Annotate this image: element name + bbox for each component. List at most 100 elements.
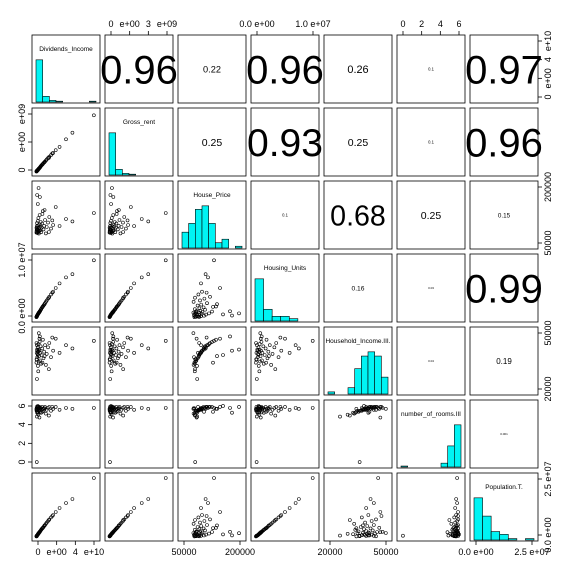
scatter-point	[92, 339, 96, 343]
scatter-point	[44, 411, 48, 416]
scatter-point	[193, 518, 197, 522]
scatter-point	[365, 524, 370, 528]
variable-label: Population.T.	[485, 484, 523, 491]
variable-label: Housing_Units	[264, 265, 307, 272]
scatter-point	[202, 296, 207, 301]
scatter-point	[43, 343, 47, 347]
scatter-point	[274, 341, 279, 345]
correlation-label: 0.19	[496, 357, 512, 366]
scatter-point	[139, 501, 144, 505]
scatter-point	[44, 363, 48, 367]
scatter-point	[258, 407, 263, 411]
histogram-bar	[128, 173, 136, 176]
histogram-bar	[215, 242, 223, 249]
scatter-point	[113, 353, 118, 357]
scatter-point	[139, 217, 144, 221]
scatter-point	[377, 525, 382, 530]
panel-frame	[31, 34, 101, 104]
scatter-point	[283, 336, 287, 341]
axis-tick-label: 6	[456, 19, 461, 29]
scatter-point	[258, 331, 263, 335]
scatter-point	[198, 520, 202, 525]
scatter-point	[109, 404, 113, 408]
scatter-point	[221, 353, 225, 357]
axis-tick-label: 2	[419, 19, 424, 29]
scatter-point	[230, 313, 234, 318]
scatter-point	[379, 405, 384, 409]
scatter-point	[125, 290, 130, 295]
scatter-point	[129, 336, 133, 341]
histogram-bar	[263, 308, 273, 322]
panel-frame	[177, 399, 247, 469]
scatter-point	[267, 523, 271, 528]
scatter-point	[38, 334, 42, 339]
scatter-point	[113, 230, 118, 234]
scatter-point	[456, 523, 460, 527]
panel-frame	[31, 472, 101, 542]
scatter-point	[41, 227, 46, 232]
scatter-point	[380, 406, 385, 410]
scatter-point	[254, 357, 259, 362]
scatter-point	[34, 169, 39, 174]
scatter-point	[50, 514, 55, 518]
scatter-point	[218, 336, 222, 341]
scatter-point	[194, 336, 199, 341]
scatter-point	[57, 408, 62, 412]
scatter-point	[92, 258, 96, 263]
histogram-bar	[181, 231, 189, 249]
scatter-point	[372, 501, 376, 505]
scatter-point	[139, 275, 144, 280]
scatter-point	[362, 408, 366, 412]
scatter-point	[348, 518, 352, 522]
scatter-point	[256, 353, 261, 357]
correlation-label: 0.97	[465, 48, 543, 92]
scatter-point	[366, 407, 371, 411]
scatter-point	[193, 533, 197, 538]
scatter-point	[273, 367, 278, 371]
scatter-point	[287, 351, 292, 355]
scatter-point	[42, 349, 46, 354]
scatter-point	[64, 501, 68, 505]
scatter-point	[378, 405, 383, 409]
scatter-point	[193, 295, 197, 300]
scatter-point	[310, 339, 315, 343]
correlation-label: 0.16	[351, 285, 364, 292]
scatter-point	[218, 405, 222, 409]
scatter-point	[146, 272, 151, 276]
panel-frame	[31, 253, 101, 323]
histogram-bar	[188, 223, 196, 249]
histogram-bar	[208, 223, 216, 249]
scatter-point	[34, 315, 39, 319]
variable-label: House_Price	[193, 192, 231, 199]
scatter-point	[110, 331, 115, 335]
scatter-point	[193, 367, 197, 371]
scatter-point	[278, 405, 283, 409]
scatter-point	[118, 363, 123, 367]
histogram-bar	[374, 355, 382, 395]
scatter-point	[363, 520, 367, 525]
scatter-point	[57, 351, 62, 355]
panel-frame	[31, 180, 101, 250]
scatter-point	[42, 524, 46, 528]
scatter-point	[57, 506, 62, 510]
scatter-point	[112, 344, 117, 349]
scatter-point	[64, 137, 68, 142]
scatter-point	[202, 409, 206, 414]
axis-tick-label: 6	[17, 403, 27, 408]
scatter-point	[51, 348, 55, 353]
histogram-bar	[89, 100, 97, 103]
scatter-point	[293, 406, 298, 410]
scatter-point	[191, 521, 196, 526]
scatter-point	[215, 354, 219, 358]
scatter-point	[50, 151, 55, 156]
scatter-point	[117, 208, 121, 212]
scatter-point	[117, 218, 122, 222]
panel-frame	[250, 472, 320, 542]
panel-frame	[250, 253, 320, 323]
scatter-point	[37, 336, 42, 341]
scatter-point	[214, 337, 218, 342]
correlation-label: 0.96	[100, 48, 178, 92]
histogram-bar	[280, 316, 290, 322]
axis-tick-label: 3	[146, 19, 151, 29]
correlation-label: 0.001	[500, 432, 508, 436]
